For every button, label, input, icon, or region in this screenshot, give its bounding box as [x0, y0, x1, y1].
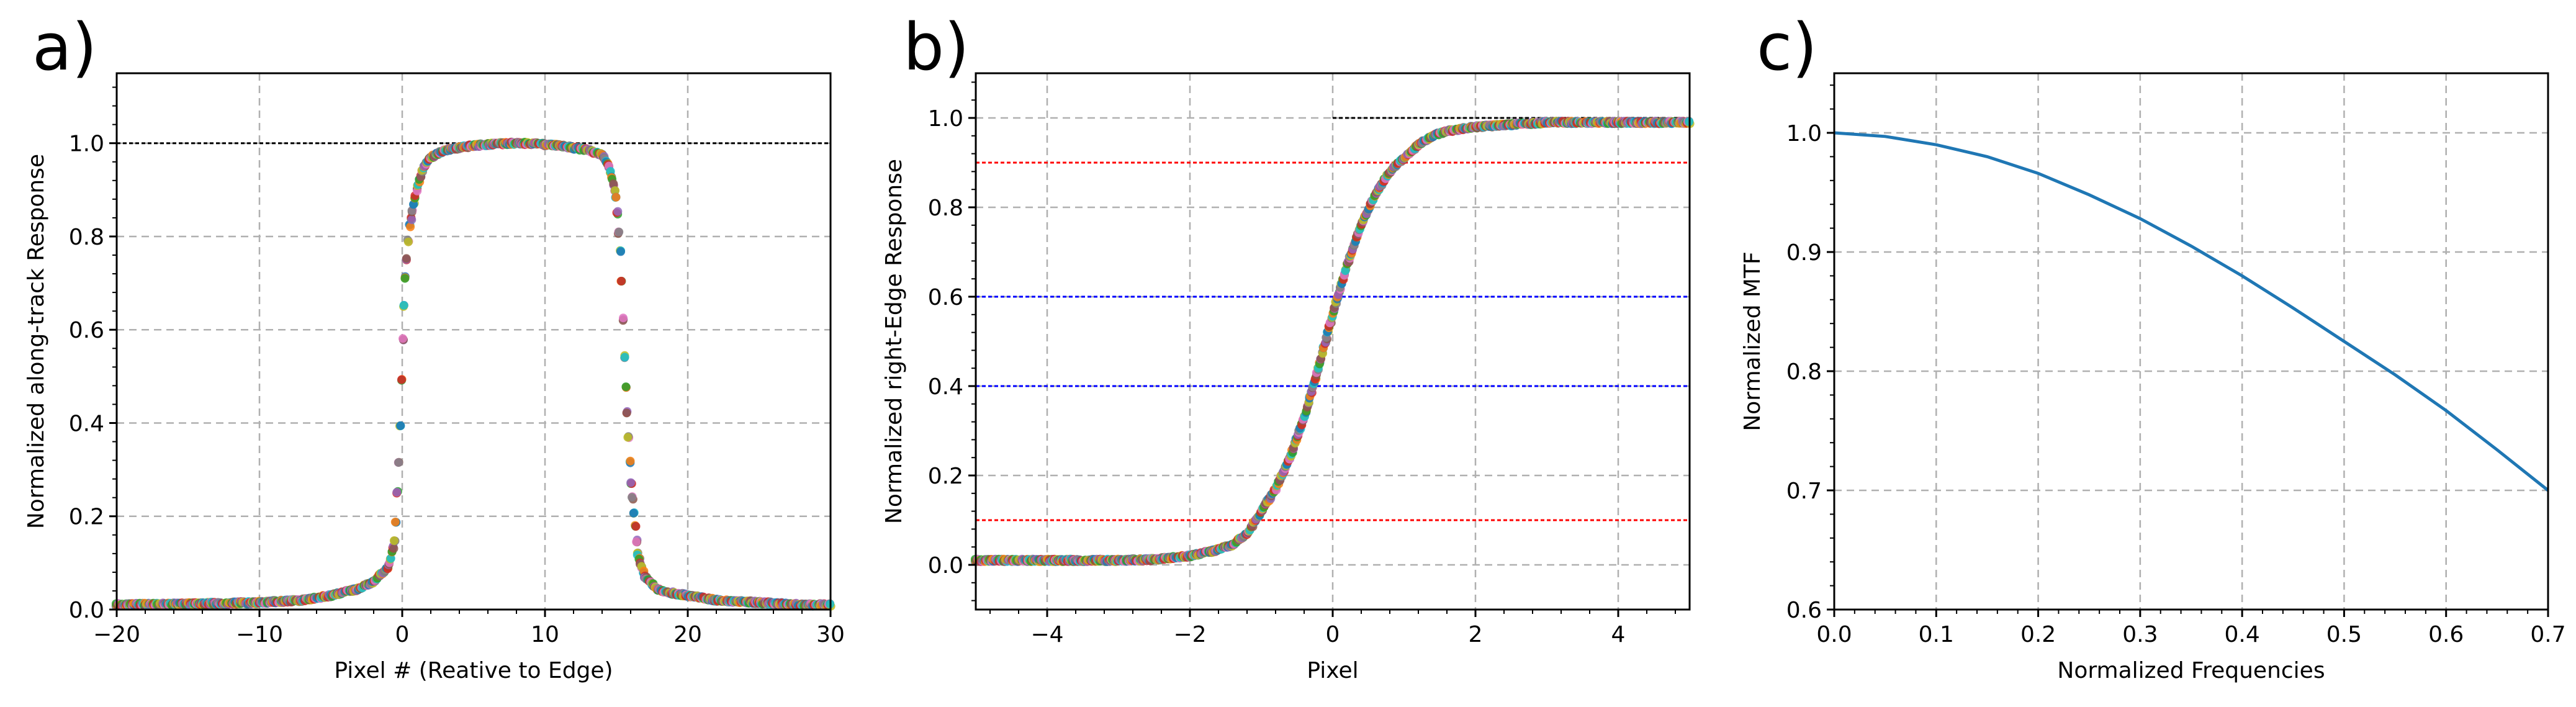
data-point	[396, 421, 405, 430]
y-tick-label: 0.0	[928, 553, 963, 579]
y-tick-label: 1.0	[928, 106, 963, 132]
panel-a-ticks: −20 −10 0 10 20 30 0.0 0.2 0.4 0.6 0.8 1.0	[69, 86, 845, 647]
x-tick-label: 0.3	[2122, 622, 2158, 647]
data-point	[392, 488, 402, 497]
data-point	[403, 237, 413, 246]
data-point	[615, 227, 624, 236]
data-point	[609, 179, 618, 188]
data-point	[402, 254, 411, 263]
data-point	[406, 222, 415, 232]
data-point	[622, 408, 631, 418]
x-tick-label: 0.5	[2326, 622, 2362, 647]
y-tick-label: 0.4	[69, 411, 104, 436]
data-point	[399, 300, 408, 310]
panel-c-y-axis-label: Normalized MTF	[1740, 251, 1765, 431]
x-tick-label: 0	[1326, 622, 1340, 647]
y-tick-label: 1.0	[69, 132, 104, 157]
data-point	[626, 456, 635, 466]
y-tick-label: 0.6	[69, 318, 104, 343]
data-point	[611, 186, 619, 196]
data-point	[394, 458, 403, 467]
y-tick-label: 0.7	[1786, 479, 1822, 504]
data-point	[613, 207, 623, 216]
y-tick-label: 0.8	[1786, 359, 1822, 385]
data-point	[620, 353, 629, 362]
data-point	[621, 382, 631, 392]
data-point	[389, 536, 399, 545]
x-tick-label: −2	[1173, 622, 1206, 647]
data-point	[611, 192, 621, 202]
y-tick-label: 0.9	[1786, 240, 1822, 266]
x-tick-label: 10	[531, 622, 559, 647]
x-tick-label: −10	[236, 622, 283, 647]
panel-b-letter: b)	[903, 9, 970, 85]
data-point	[632, 538, 641, 546]
x-tick-label: 0.4	[2225, 622, 2260, 647]
panel-b-data-points	[970, 117, 1695, 566]
y-tick-label: 1.0	[1786, 121, 1822, 146]
data-point	[389, 544, 399, 553]
data-point	[628, 493, 636, 502]
data-point	[629, 508, 638, 518]
panel-a-plot-frame	[115, 72, 832, 611]
x-tick-label: 30	[816, 622, 845, 647]
panel-a-letter: a)	[32, 9, 97, 85]
x-tick-label: 0.7	[2530, 622, 2565, 647]
panel-a-data-points	[111, 137, 835, 611]
x-tick-label: 4	[1611, 622, 1626, 647]
x-tick-label: 0.1	[1919, 622, 1954, 647]
data-point	[616, 247, 625, 256]
data-point	[390, 517, 400, 526]
x-tick-label: −4	[1030, 622, 1063, 647]
x-tick-label: 20	[673, 622, 702, 647]
panel-a-x-axis-label: Pixel # (Reative to Edge)	[334, 658, 613, 683]
x-tick-label: 0	[395, 622, 410, 647]
y-tick-label: 0.8	[69, 225, 104, 250]
data-point	[407, 215, 417, 225]
panel-a-y-axis-label: Normalized along-track Response	[24, 154, 49, 529]
panel-b-x-axis-label: Pixel	[1307, 658, 1358, 683]
data-point	[400, 274, 410, 283]
y-tick-label: 0.2	[69, 505, 104, 530]
y-tick-label: 0.2	[928, 464, 963, 489]
panel-c-letter: c)	[1757, 9, 1817, 85]
panel-b-y-axis-label: Normalized right-Edge Response	[881, 159, 907, 524]
x-tick-label: 0.6	[2428, 622, 2464, 647]
y-tick-label: 0.6	[1786, 598, 1822, 623]
data-point	[619, 313, 628, 323]
data-point	[623, 433, 633, 442]
data-point	[626, 478, 636, 487]
y-tick-label: 0.4	[928, 374, 963, 400]
panel-a: a) −20 −10 0 10 20 30 0.0 0.2 0.4 0.6 0.8 1.0 Pixel…	[24, 9, 845, 683]
panel-c-x-axis-label: Normalized Frequencies	[2057, 658, 2325, 683]
data-point	[399, 334, 407, 343]
data-point	[631, 522, 641, 531]
x-tick-label: 2	[1469, 622, 1483, 647]
y-tick-label: 0.6	[928, 285, 963, 310]
panel-b: b) −4 −2 0 2 4 0.0 0.2 0.4 0.6 0.8 1.0 Pixel Norma…	[881, 9, 1695, 683]
data-point	[386, 554, 395, 563]
x-tick-label: 0.0	[1816, 622, 1852, 647]
x-tick-label: −20	[93, 622, 140, 647]
data-point	[397, 375, 406, 384]
x-tick-label: 0.2	[2020, 622, 2056, 647]
y-tick-label: 0.8	[928, 196, 963, 221]
y-tick-label: 0.0	[69, 598, 104, 623]
data-point	[617, 276, 626, 286]
panel-b-reference-lines	[976, 117, 1690, 521]
